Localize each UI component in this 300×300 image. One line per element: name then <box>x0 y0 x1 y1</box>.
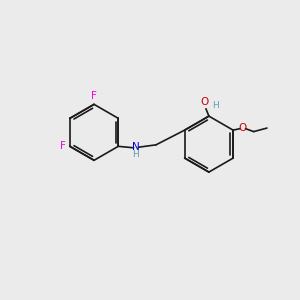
Text: O: O <box>238 123 247 134</box>
Text: F: F <box>91 91 97 101</box>
Text: N: N <box>132 142 140 152</box>
Text: O: O <box>201 97 209 107</box>
Text: H: H <box>133 150 139 159</box>
Text: H: H <box>212 101 219 110</box>
Text: F: F <box>60 141 66 151</box>
